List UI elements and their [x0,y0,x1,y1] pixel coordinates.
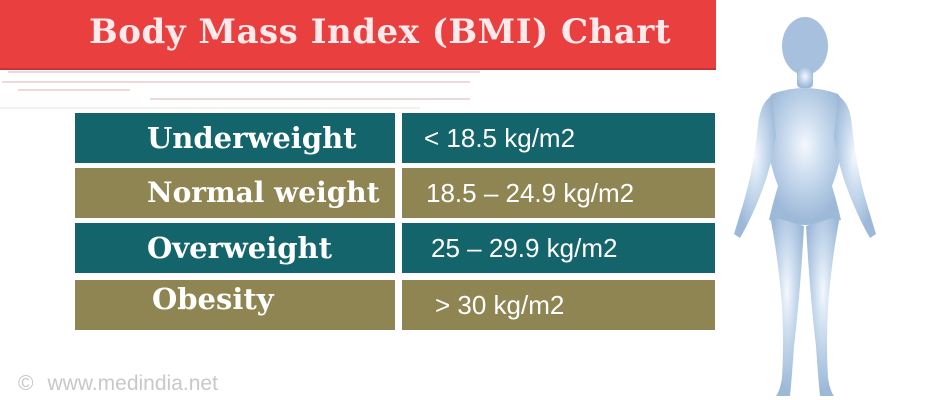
title-banner [0,0,716,70]
watermark: © www.medindia.net [18,372,218,396]
female-silhouette-icon [734,17,876,396]
category-label: Overweight [147,231,333,265]
range-label: 18.5 – 24.9 kg/m2 [426,178,635,208]
bmi-table: Underweight < 18.5 kg/m2 Normal weight 1… [75,113,715,335]
watermark-text: www.medindia.net [47,372,218,395]
copyright-icon: © [18,372,34,395]
category-label: Obesity [152,282,274,316]
page-title: Body Mass Index (BMI) Chart [89,12,671,52]
column-divider [395,113,402,335]
range-label: 25 – 29.9 kg/m2 [431,233,618,263]
range-label: < 18.5 kg/m2 [424,123,576,153]
category-label: Underweight [147,121,357,155]
ghost-text-lines [0,71,480,109]
category-label: Normal weight [147,176,380,209]
range-label: > 30 kg/m2 [435,290,565,320]
